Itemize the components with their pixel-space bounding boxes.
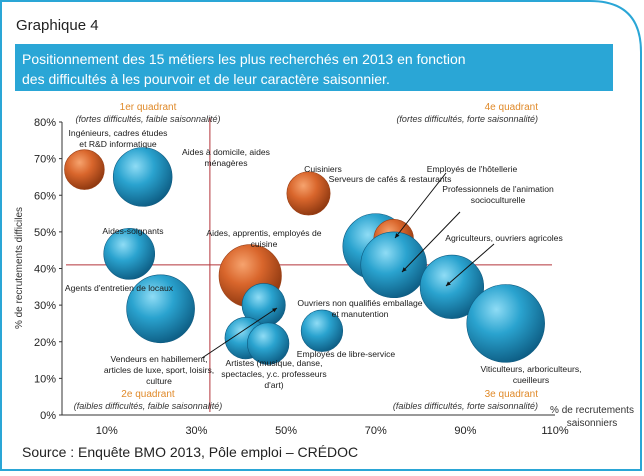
bubble-label: socioculturelle (471, 195, 526, 205)
figure-label: Graphique 4 (16, 17, 99, 34)
title-line-2: des difficultés à les pourvoir et de leu… (22, 71, 390, 87)
bubble-label: Cuisiniers (304, 164, 342, 174)
y-tick-labels: 0% 10% 20% 30% 40% 50% 60% 70% 80% (34, 117, 62, 422)
x-tick-label: 90% (454, 425, 476, 437)
y-tick-label: 10% (34, 373, 56, 385)
y-tick-label: 80% (34, 117, 56, 129)
bubble-label: Viticulteurs, arboriculteurs, (480, 364, 581, 374)
x-tick-label: 50% (275, 425, 297, 437)
y-tick-label: 30% (34, 300, 56, 312)
x-axis-label-line-2: saisonniers (567, 418, 618, 429)
x-axis-label-line-1: % de recrutements (550, 405, 634, 416)
bubble-label: Professionnels de l'animation (442, 184, 554, 194)
bubble-label: spectacles, y.c. professeurs (221, 369, 326, 379)
x-tick-label: 10% (96, 425, 118, 437)
bubble-label: Vendeurs en habillement, (111, 354, 208, 364)
y-tick-label: 20% (34, 337, 56, 349)
leader-arrowhead (446, 281, 451, 286)
q3-label: 3e quadrant (485, 389, 539, 400)
source-note: Source : Enquête BMO 2013, Pôle emploi –… (22, 444, 358, 460)
bubble-label: cueilleurs (513, 375, 549, 385)
x-tick-labels: 10% 30% 50% 70% 90% 110% (96, 425, 569, 437)
bubble-label: Aides, apprentis, employés de (206, 228, 321, 238)
bubble-point (103, 228, 156, 280)
leader-arrowhead (395, 233, 400, 238)
bubble-label: Artistes (musique, danse, (226, 358, 323, 368)
bubble-label: Agents d'entretien de locaux (65, 283, 174, 293)
q4-label: 4e quadrant (485, 102, 539, 113)
bubble-point (419, 254, 485, 319)
y-axis-label: % de recrutements difficiles (14, 207, 25, 329)
q1-label: 1er quadrant (120, 102, 177, 113)
leader-lines (201, 172, 495, 359)
bubble-point (64, 149, 105, 190)
bubble-label: Agriculteurs, ouvriers agricoles (445, 233, 563, 243)
y-tick-label: 0% (40, 410, 56, 422)
q4-desc: (fortes difficultés, forte saisonnalité) (396, 114, 538, 124)
bubble-label: Serveurs de cafés & restaurants (329, 174, 452, 184)
x-tick-label: 30% (185, 425, 207, 437)
leader-arrowhead (402, 267, 407, 272)
bubble-point (247, 322, 290, 365)
bubble-label: Employés de libre-service (297, 349, 396, 359)
bubble-label: culture (146, 376, 172, 386)
bubble-label: Ingénieurs, cadres études (69, 128, 168, 138)
title-line-1: Positionnement des 15 métiers les plus r… (22, 51, 466, 67)
bubble-label: cuisine (251, 239, 278, 249)
q1-desc: (fortes difficultés, faible saisonnalité… (75, 114, 220, 124)
bubble-label: Aides-soignants (102, 226, 163, 236)
leader-line (394, 172, 447, 239)
bubble-label: d'art) (264, 380, 283, 390)
y-tick-label: 50% (34, 227, 56, 239)
bubble-point (360, 231, 427, 299)
bubble-point (112, 147, 173, 207)
y-tick-label: 60% (34, 190, 56, 202)
bubble-point (286, 171, 331, 216)
y-tick-label: 70% (34, 154, 56, 166)
bubble-label: ménagères (205, 158, 248, 168)
x-tick-label: 110% (541, 425, 569, 437)
bubble-point (466, 284, 545, 363)
bubble-layer (64, 147, 545, 365)
leader-line (201, 307, 278, 359)
bubble-point (300, 309, 344, 352)
leader-line (401, 211, 461, 273)
leader-line (445, 243, 495, 287)
x-tick-label: 70% (365, 425, 387, 437)
q2-label: 2e quadrant (121, 389, 175, 400)
bubble-point (126, 274, 195, 344)
bubble-label: Aides à domicile, aides (182, 147, 270, 157)
q3-desc: (faibles difficultés, forte saisonnalité… (393, 401, 538, 411)
bubble-label: et R&D informatique (79, 139, 157, 149)
bubble-label: Ouvriers non qualifiés emballage (297, 298, 422, 308)
bubble-label: articles de luxe, sport, loisirs, (104, 365, 214, 375)
q2-desc: (faibles difficultés, faible saisonnalit… (74, 401, 223, 411)
y-tick-label: 40% (34, 264, 56, 276)
leader-arrowhead (272, 308, 277, 313)
bubble-label: et manutention (332, 309, 389, 319)
title-band (15, 44, 613, 91)
bubble-label: Employés de l'hôtellerie (427, 164, 518, 174)
